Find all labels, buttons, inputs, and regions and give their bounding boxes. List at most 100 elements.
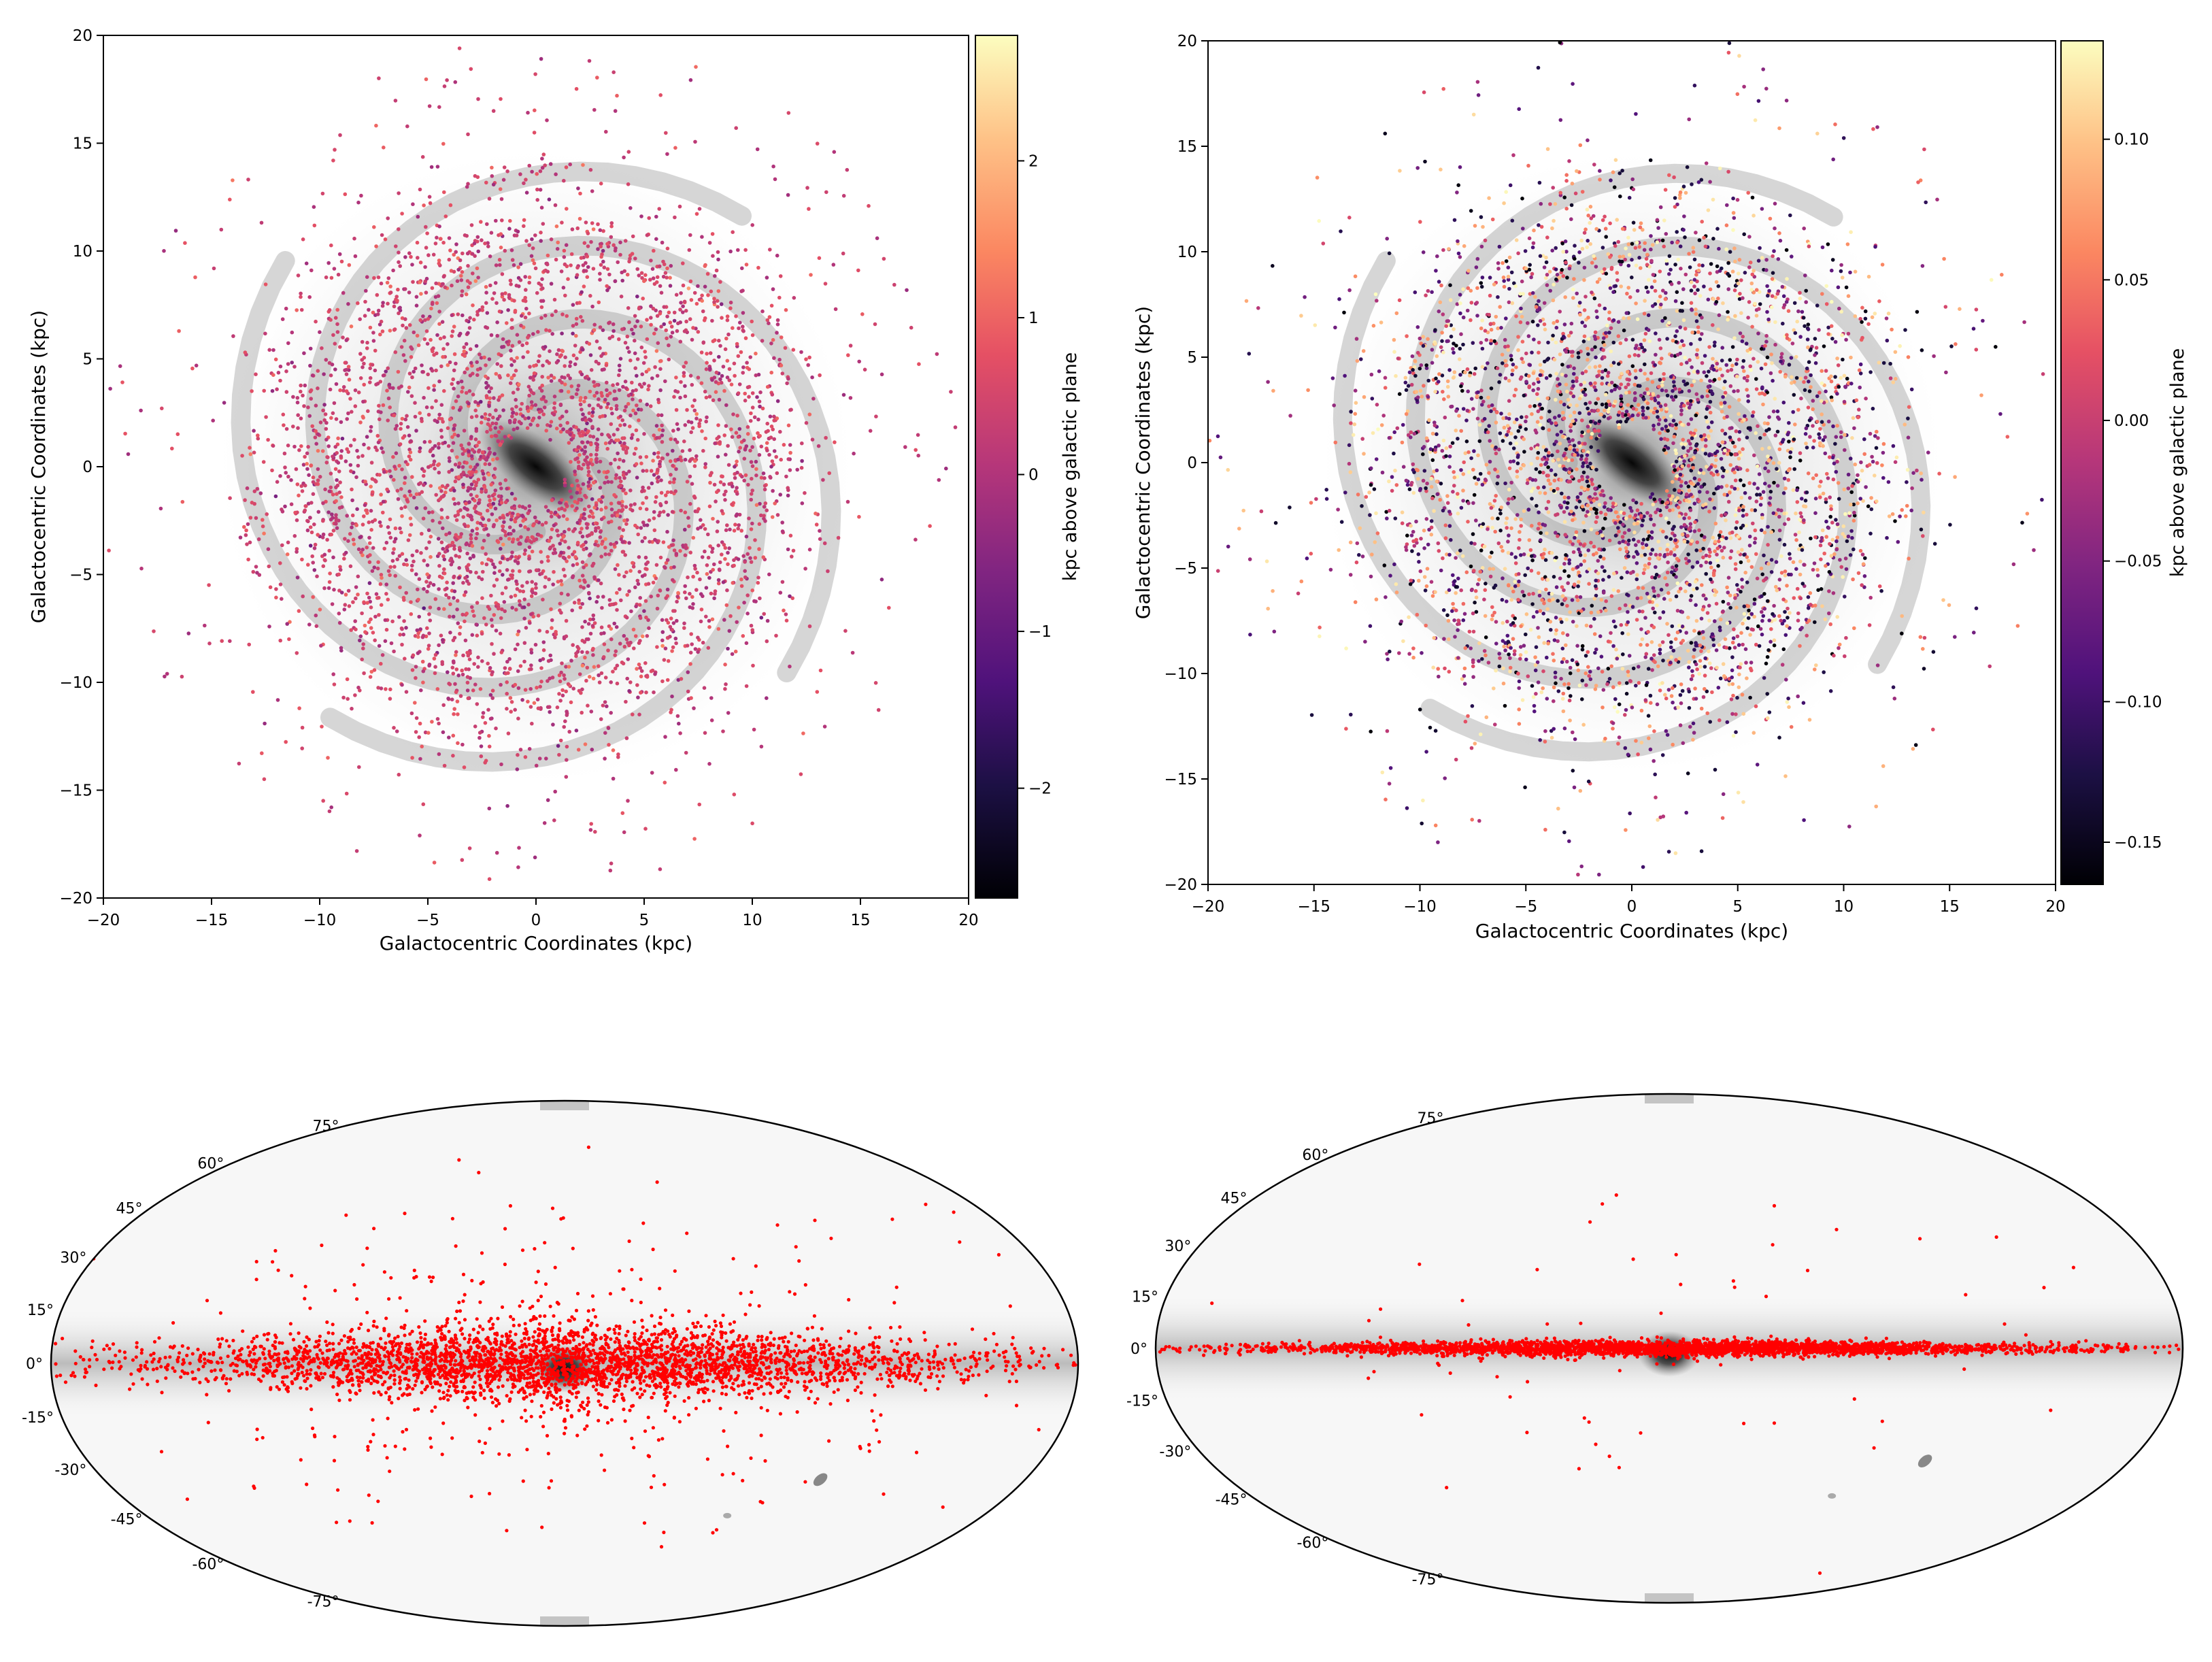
- data-point: [1773, 226, 1777, 231]
- data-point: [397, 554, 402, 558]
- data-point: [1664, 232, 1669, 236]
- data-point: [464, 667, 468, 671]
- data-point: [709, 471, 714, 475]
- data-point: [563, 484, 567, 488]
- data-point: [407, 290, 412, 295]
- data-point: [422, 203, 426, 207]
- data-point: [120, 380, 124, 384]
- x-tick-label: 5: [639, 912, 650, 929]
- data-point: [463, 576, 467, 580]
- data-point: [428, 605, 433, 610]
- data-point: [1692, 476, 1697, 480]
- data-point: [616, 438, 620, 442]
- data-point: [1801, 701, 1806, 705]
- data-point: [552, 412, 556, 417]
- data-point: [1544, 276, 1548, 280]
- data-point: [699, 592, 703, 596]
- data-point: [624, 386, 629, 390]
- data-point: [356, 301, 360, 305]
- data-point: [386, 597, 390, 602]
- data-point: [699, 381, 704, 385]
- data-point: [400, 212, 404, 216]
- data-point: [526, 699, 530, 704]
- data-point: [564, 775, 569, 779]
- data-point: [533, 266, 538, 271]
- data-point: [763, 484, 767, 488]
- data-point: [721, 365, 726, 369]
- data-point: [1708, 561, 1713, 565]
- data-point: [589, 442, 593, 447]
- data-point: [353, 388, 358, 393]
- data-point: [303, 454, 307, 459]
- data-point: [338, 133, 342, 137]
- data-point: [607, 598, 612, 602]
- data-point: [505, 659, 509, 664]
- data-point: [685, 644, 690, 648]
- data-point: [1737, 685, 1741, 689]
- data-point: [745, 425, 750, 429]
- data-point: [423, 506, 428, 510]
- data-point: [503, 586, 508, 590]
- data-point: [533, 855, 537, 860]
- data-point: [177, 329, 181, 333]
- data-point: [710, 318, 714, 323]
- data-point: [679, 380, 683, 384]
- data-point: [1554, 246, 1558, 250]
- data-point: [568, 489, 572, 493]
- data-point: [512, 427, 516, 432]
- data-point: [309, 530, 314, 535]
- data-point: [584, 563, 588, 567]
- data-point: [437, 322, 441, 327]
- data-point: [420, 369, 424, 374]
- data-point: [536, 706, 541, 710]
- data-point: [313, 435, 318, 439]
- data-point: [574, 729, 579, 733]
- data-point: [556, 533, 560, 537]
- data-point: [582, 284, 586, 288]
- data-point: [626, 182, 631, 186]
- data-point: [354, 849, 359, 853]
- data-point: [833, 440, 837, 444]
- data-point: [468, 556, 473, 561]
- data-point: [460, 289, 465, 293]
- data-point: [278, 364, 283, 369]
- data-point: [875, 236, 879, 241]
- data-point: [1411, 655, 1415, 660]
- data-point: [732, 361, 737, 366]
- data-point: [327, 489, 332, 493]
- data-point: [439, 237, 443, 241]
- data-point: [601, 414, 605, 418]
- data-point: [440, 662, 445, 666]
- data-point: [524, 626, 529, 630]
- data-point: [546, 554, 550, 559]
- data-point: [437, 261, 441, 266]
- data-point: [637, 712, 641, 717]
- data-point: [815, 690, 820, 694]
- data-point: [752, 415, 757, 420]
- data-point: [1858, 316, 1862, 321]
- data-point: [350, 521, 355, 526]
- data-point: [474, 622, 478, 627]
- data-point: [305, 451, 309, 456]
- data-point: [480, 415, 484, 419]
- data-point: [413, 414, 418, 419]
- data-point: [336, 461, 341, 465]
- data-point: [660, 433, 665, 437]
- data-point: [518, 262, 523, 266]
- data-point: [620, 327, 624, 331]
- data-point: [580, 440, 584, 444]
- data-point: [586, 480, 591, 484]
- data-point: [587, 342, 592, 346]
- data-point: [246, 178, 250, 182]
- data-point: [376, 308, 381, 313]
- data-point: [664, 328, 668, 333]
- data-point: [351, 600, 355, 604]
- data-point: [281, 412, 286, 417]
- data-point: [599, 631, 603, 636]
- data-point: [430, 369, 435, 373]
- data-point: [311, 476, 316, 480]
- data-point: [450, 448, 454, 453]
- data-point: [303, 383, 307, 388]
- data-point: [732, 529, 737, 533]
- data-point: [459, 273, 463, 278]
